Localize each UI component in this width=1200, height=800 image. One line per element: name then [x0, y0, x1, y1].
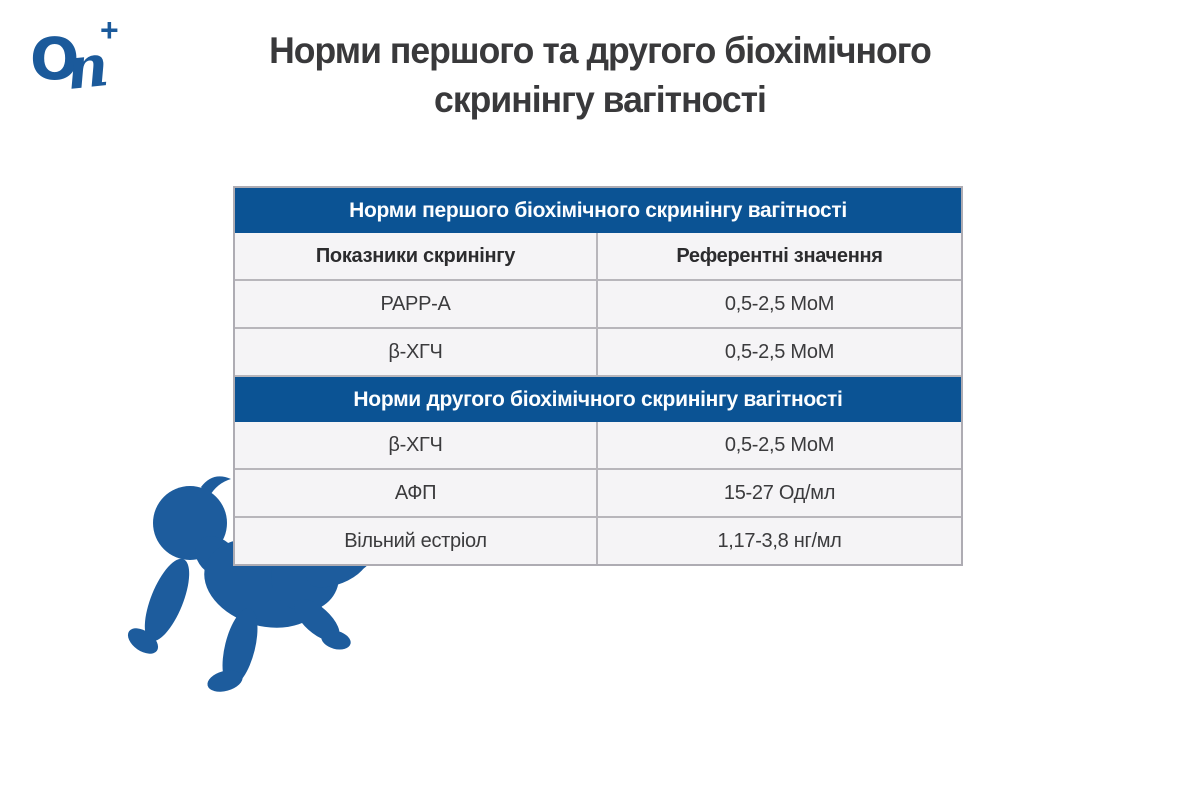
value-cell: 15-27 Од/мл [723, 481, 836, 504]
baby-hand [127, 628, 159, 654]
indicator-cell: β-ХГЧ [235, 329, 598, 375]
baby-front-arm [144, 558, 190, 642]
screening-norms-table: Норми першого біохімічного скринінгу ваг… [233, 186, 963, 566]
logo-plus-icon: + [100, 12, 119, 48]
baby-foot-lower [321, 630, 351, 650]
column-header-values: Референтні значення [676, 244, 883, 267]
value-cell: 1,17-3,8 нг/мл [717, 529, 842, 552]
page-title: Норми першого та другого біохімічного ск… [24, 26, 1176, 124]
value-cell: 0,5-2,5 МоМ [724, 433, 835, 456]
baby-lower-leg [294, 598, 340, 642]
column-header-row: Показники скринінгу Референтні значення [235, 233, 961, 279]
table-row-bhcg-1: β-ХГЧ 0,5-2,5 МоМ [235, 327, 961, 375]
indicator-cell: Вільний естріол [235, 518, 598, 564]
baby-foot-bottom [207, 670, 243, 692]
value-cell: 0,5-2,5 МоМ [724, 340, 835, 363]
column-header-indicators: Показники скринінгу [235, 233, 598, 279]
indicator-cell: β-ХГЧ [235, 422, 598, 468]
section-1-header: Норми першого біохімічного скринінгу ваг… [235, 188, 961, 233]
table-row-free-estriol: Вільний естріол 1,17-3,8 нг/мл [235, 516, 961, 564]
table-row-bhcg-2: β-ХГЧ 0,5-2,5 МоМ [235, 422, 961, 468]
logo-letter-o: O [30, 25, 80, 93]
baby-hair-tuft [201, 476, 231, 497]
on-clinic-logo: O n + [28, 12, 123, 107]
table-row-papp-a: PAPP-A 0,5-2,5 МоМ [235, 279, 961, 327]
value-cell: 0,5-2,5 МоМ [724, 292, 835, 315]
indicator-cell: PAPP-A [235, 281, 598, 327]
page-title-line2: скринінгу вагітності [434, 79, 767, 120]
section-2-header: Норми другого біохімічного скринінгу ваг… [235, 375, 961, 422]
indicator-cell: АФП [235, 470, 598, 516]
baby-rear-limb [222, 608, 258, 686]
table-row-afp: АФП 15-27 Од/мл [235, 468, 961, 516]
page-title-line1: Норми першого та другого біохімічного [269, 30, 932, 71]
